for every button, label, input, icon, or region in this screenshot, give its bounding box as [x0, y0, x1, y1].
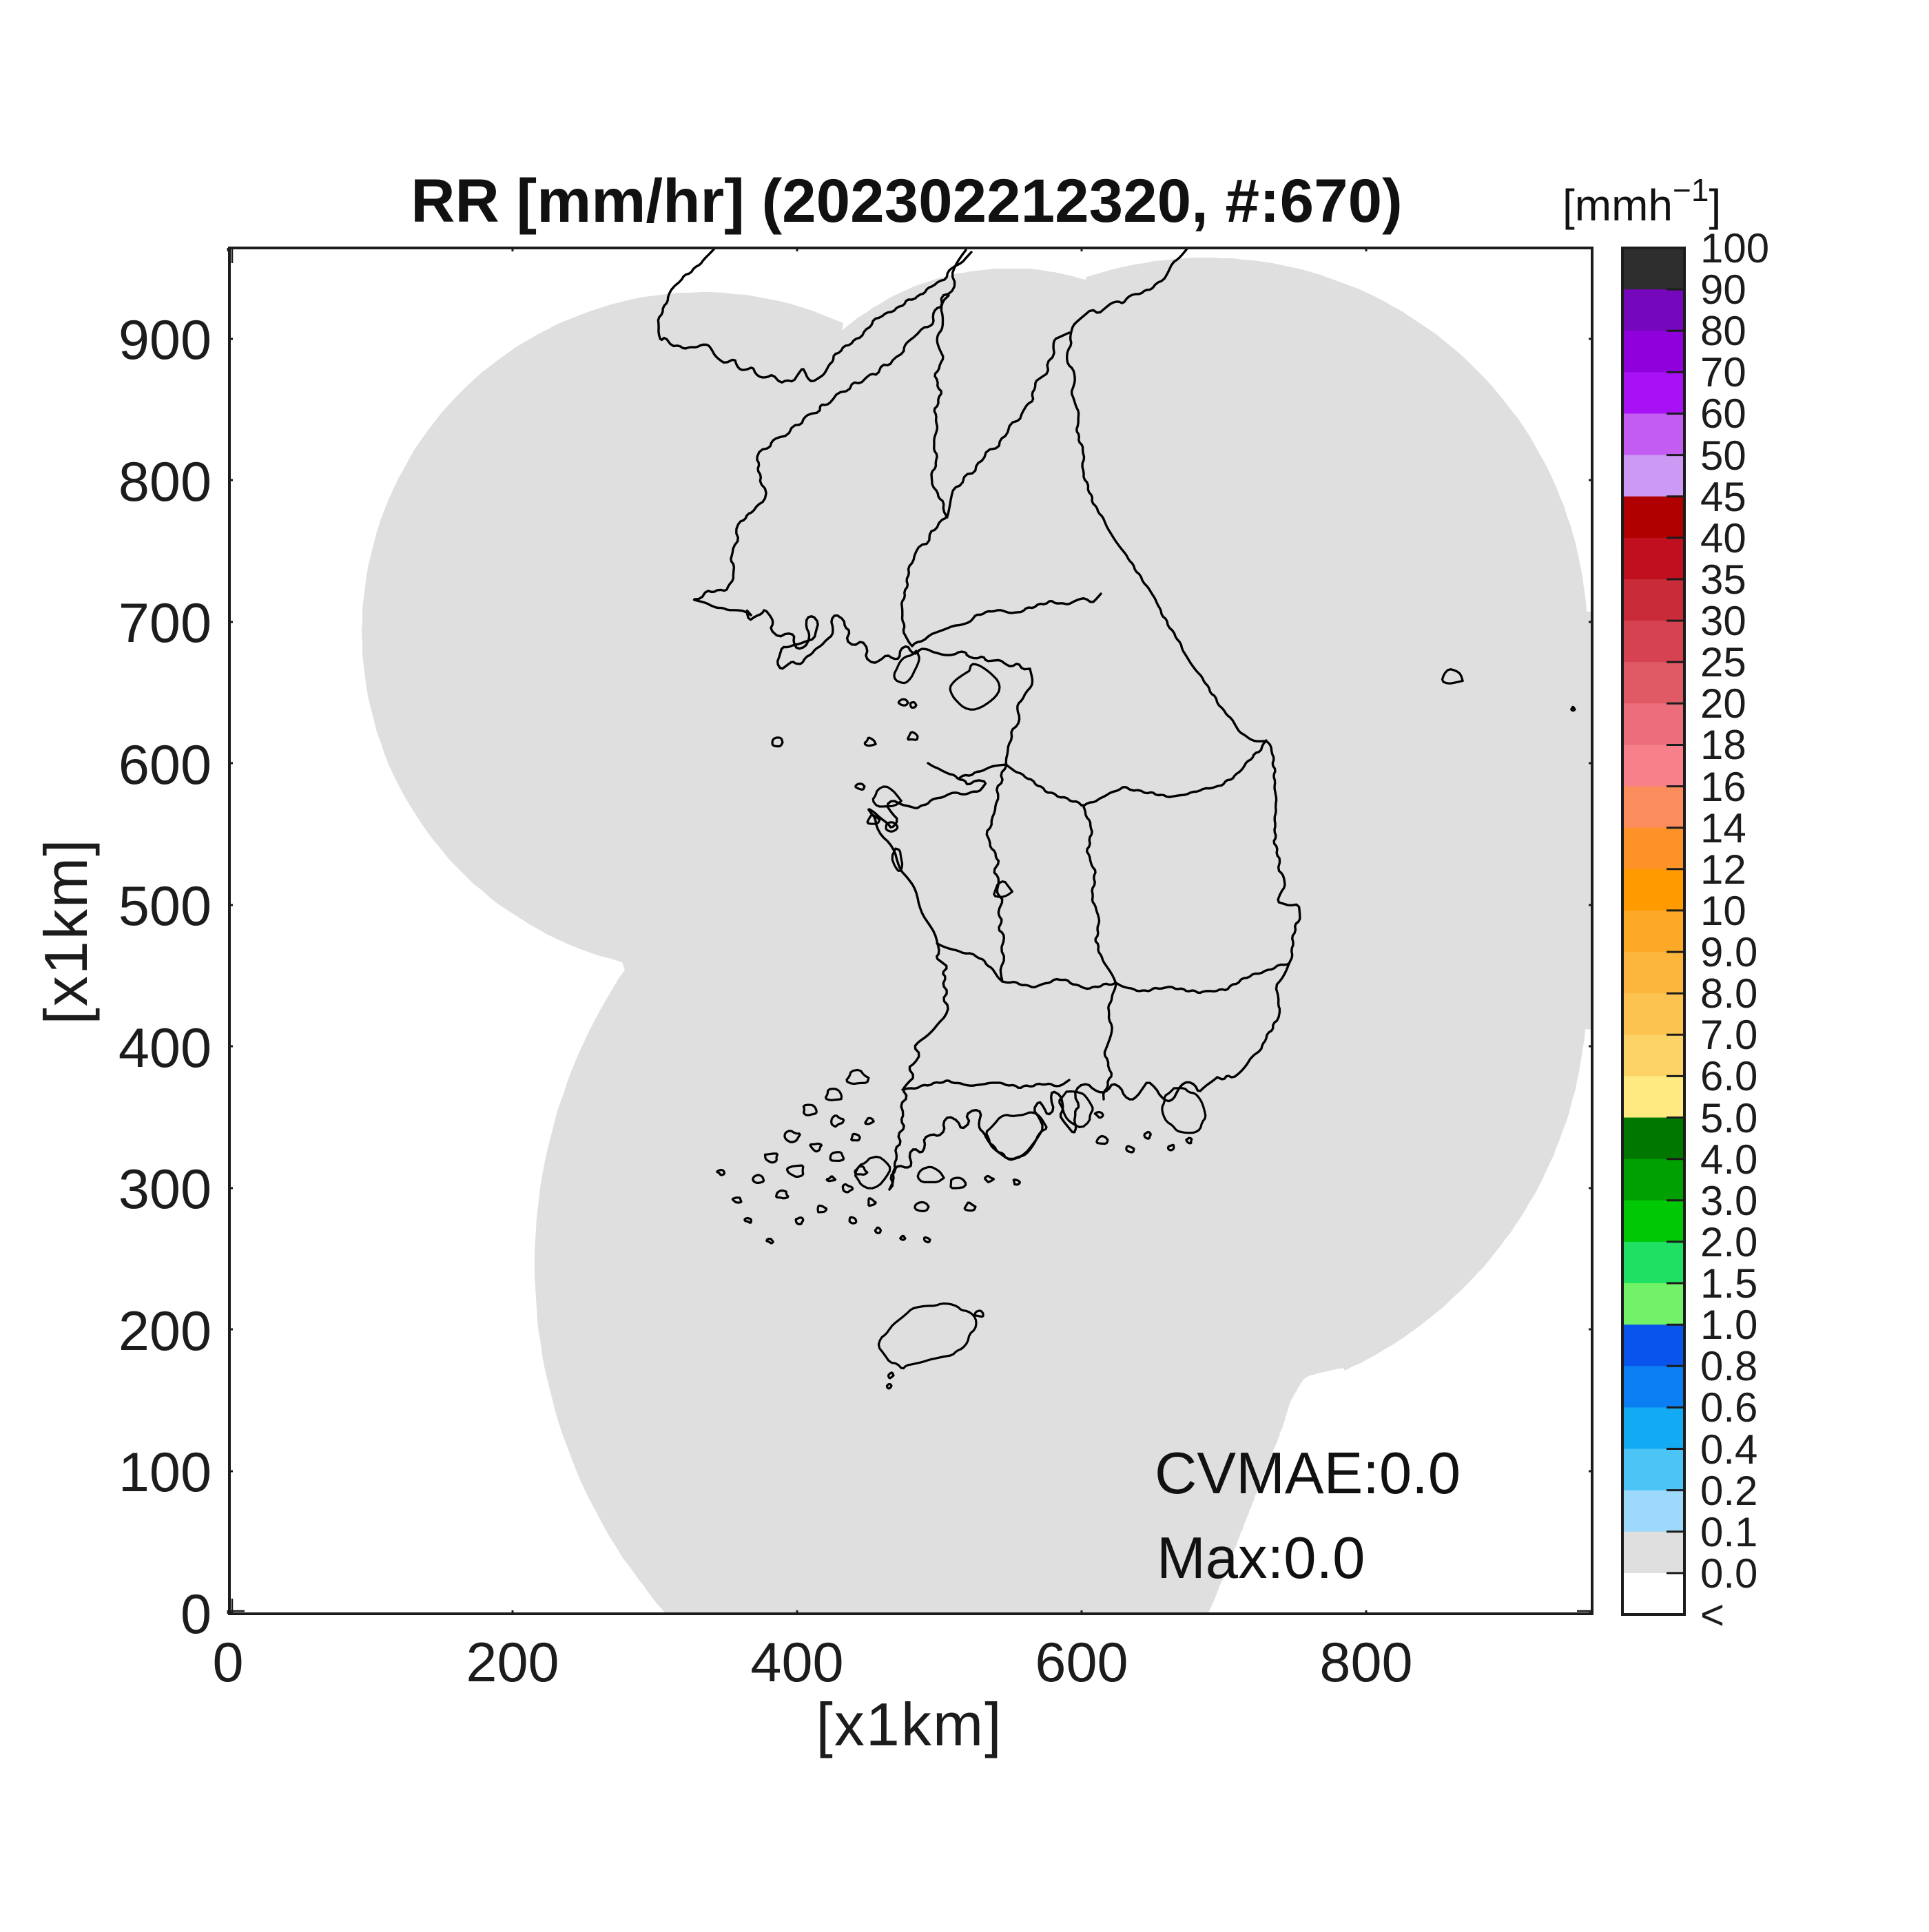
svg-text:0.1: 0.1	[1700, 1509, 1757, 1555]
svg-text:9.0: 9.0	[1700, 929, 1757, 975]
svg-text:6.0: 6.0	[1700, 1053, 1757, 1099]
svg-text:CVMAE:0.0: CVMAE:0.0	[1155, 1441, 1461, 1506]
svg-text:<: <	[1700, 1592, 1724, 1638]
svg-text:18: 18	[1700, 722, 1746, 768]
svg-text:60: 60	[1700, 391, 1746, 437]
svg-text:8.0: 8.0	[1700, 970, 1757, 1017]
svg-text:600: 600	[1035, 1632, 1128, 1694]
svg-text:0.2: 0.2	[1700, 1468, 1757, 1514]
svg-text:1.5: 1.5	[1700, 1260, 1757, 1307]
svg-text:RR [mm/hr] (202302212320, #:67: RR [mm/hr] (202302212320, #:670)	[411, 166, 1403, 235]
svg-text:2.0: 2.0	[1700, 1219, 1757, 1265]
svg-text:0.0: 0.0	[1700, 1550, 1757, 1597]
svg-text:800: 800	[118, 451, 212, 513]
svg-text:600: 600	[118, 734, 212, 796]
svg-text:500: 500	[118, 875, 212, 937]
svg-text:100: 100	[118, 1442, 212, 1504]
svg-text:1.0: 1.0	[1700, 1302, 1757, 1348]
svg-text:14: 14	[1700, 805, 1746, 851]
svg-text:35: 35	[1700, 557, 1746, 603]
svg-text:80: 80	[1700, 308, 1746, 354]
svg-text:40: 40	[1700, 515, 1746, 561]
svg-text:0.4: 0.4	[1700, 1426, 1757, 1473]
svg-text:90: 90	[1700, 267, 1746, 313]
svg-text:0: 0	[212, 1632, 243, 1694]
svg-text:12: 12	[1700, 846, 1746, 893]
svg-text:0.8: 0.8	[1700, 1343, 1757, 1389]
svg-text:[x1km]: [x1km]	[816, 1690, 1002, 1758]
svg-text:700: 700	[118, 592, 212, 654]
svg-text:800: 800	[1319, 1632, 1412, 1694]
svg-text:300: 300	[118, 1159, 212, 1221]
svg-text:400: 400	[118, 1017, 212, 1079]
svg-text:25: 25	[1700, 639, 1746, 685]
svg-text:20: 20	[1700, 681, 1746, 727]
svg-text:5.0: 5.0	[1700, 1095, 1757, 1141]
svg-text:10: 10	[1700, 888, 1746, 934]
svg-text:7.0: 7.0	[1700, 1012, 1757, 1058]
svg-text:200: 200	[466, 1632, 559, 1694]
svg-text:0: 0	[180, 1583, 212, 1645]
svg-text:Max:0.0: Max:0.0	[1157, 1526, 1365, 1591]
svg-text:45: 45	[1700, 474, 1746, 520]
svg-text:70: 70	[1700, 349, 1746, 395]
svg-text:[x1km]: [x1km]	[32, 838, 100, 1024]
svg-text:0.6: 0.6	[1700, 1384, 1757, 1431]
svg-text:4.0: 4.0	[1700, 1136, 1757, 1183]
svg-text:50: 50	[1700, 433, 1746, 479]
svg-text:30: 30	[1700, 598, 1746, 644]
svg-text:400: 400	[750, 1632, 843, 1694]
svg-text:200: 200	[118, 1300, 212, 1362]
svg-text:100: 100	[1700, 225, 1769, 271]
svg-text:3.0: 3.0	[1700, 1178, 1757, 1224]
svg-text:16: 16	[1700, 764, 1746, 810]
svg-text:900: 900	[118, 309, 212, 371]
